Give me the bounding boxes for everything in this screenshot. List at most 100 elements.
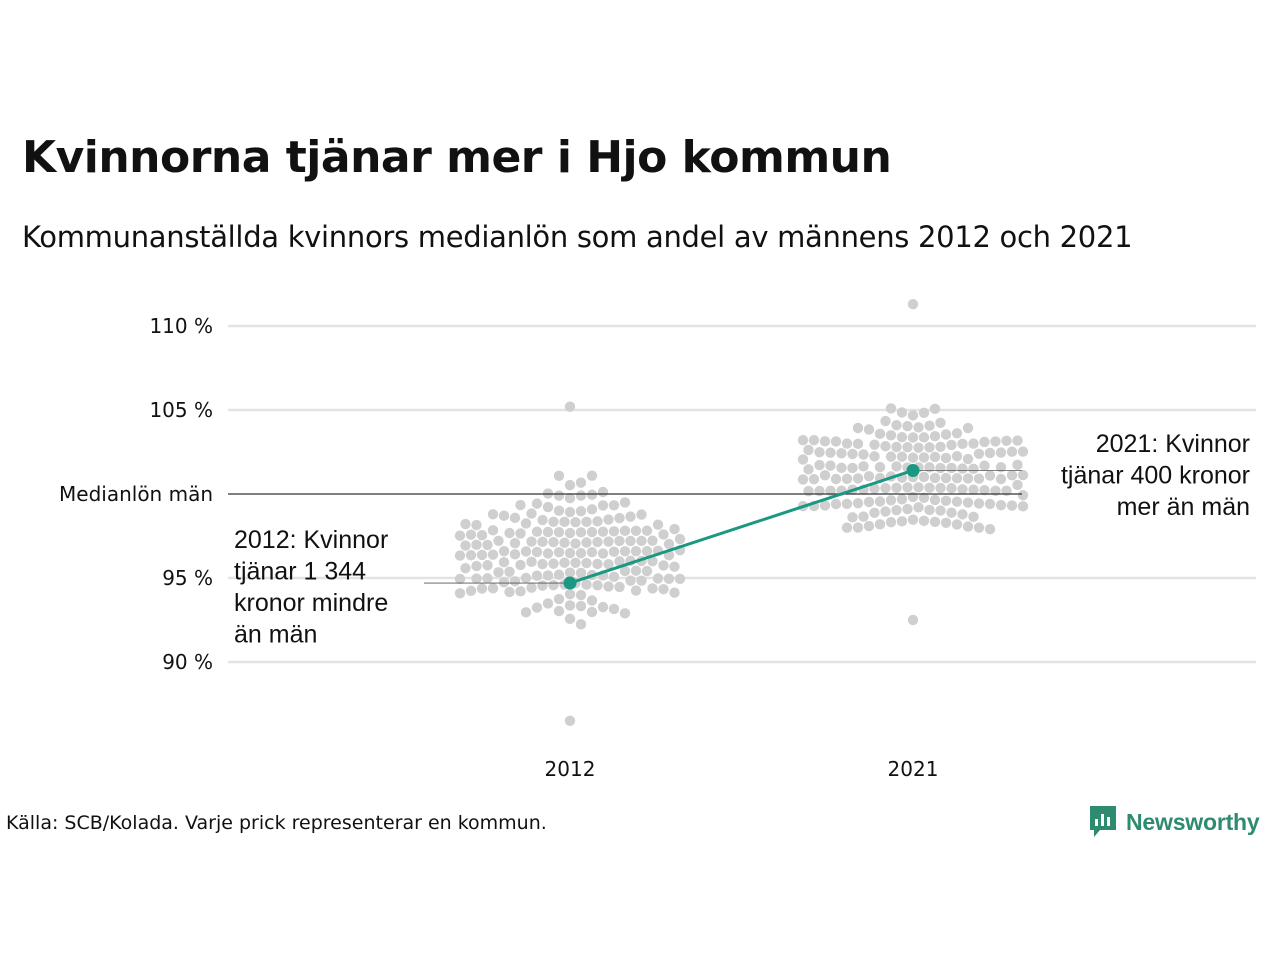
municipality-dot (515, 499, 526, 511)
municipality-dot (962, 497, 974, 508)
municipality-dot (814, 459, 825, 471)
municipality-dot (520, 546, 532, 557)
municipality-dot (570, 516, 581, 528)
municipality-dot (907, 491, 919, 503)
municipality-dot (814, 446, 825, 458)
municipality-dot (1017, 469, 1029, 481)
municipality-dot (526, 508, 537, 519)
municipality-dot (929, 516, 941, 528)
municipality-dot (575, 548, 587, 559)
municipality-dot (498, 546, 510, 557)
municipality-dot (603, 536, 614, 547)
municipality-dot (819, 470, 831, 481)
grid-layer (228, 324, 1256, 664)
municipality-dot (907, 514, 919, 525)
municipality-dot (526, 556, 537, 568)
municipality-dot (454, 530, 466, 541)
municipality-dot (553, 470, 565, 482)
municipality-dot (597, 486, 609, 498)
municipality-dot (803, 464, 814, 475)
municipality-dot (597, 526, 609, 537)
y-tick-label: 90 % (162, 650, 213, 674)
municipality-dot (929, 451, 941, 463)
municipality-dot (880, 415, 891, 427)
municipality-dot (803, 485, 814, 497)
municipality-dot (957, 509, 968, 520)
municipality-dot (586, 504, 598, 515)
municipality-dot (825, 460, 836, 471)
municipality-dot (487, 509, 499, 520)
municipality-dot (487, 549, 499, 560)
municipality-dot (918, 515, 930, 527)
municipality-dot (1006, 470, 1018, 481)
municipality-dot (869, 439, 880, 450)
municipality-dot (1012, 435, 1023, 446)
municipality-dot (918, 407, 930, 418)
annotation-2012: tjänar 1 344 (234, 558, 366, 586)
municipality-dot (946, 462, 957, 474)
municipality-dot (1006, 500, 1018, 511)
municipality-dot (504, 586, 515, 598)
municipality-dot (880, 506, 891, 517)
municipality-dot (564, 506, 576, 518)
municipality-dot (553, 605, 565, 617)
municipality-dot (973, 498, 985, 509)
municipality-dot (847, 448, 858, 460)
municipality-dot (619, 546, 631, 557)
municipality-dot (929, 494, 941, 506)
municipality-dot (885, 451, 897, 462)
municipality-dot (586, 546, 598, 558)
municipality-dot (531, 570, 543, 581)
reference-line-label: Medianlön män (59, 482, 213, 506)
municipality-dot (935, 462, 946, 474)
municipality-dot (548, 516, 559, 527)
municipality-dot (891, 482, 902, 494)
municipality-dot (581, 557, 592, 569)
municipality-dot (907, 452, 919, 463)
municipality-dot (896, 516, 908, 527)
annotation-2021: tjänar 400 kronor (1061, 462, 1250, 490)
municipality-dot (830, 436, 842, 447)
municipality-dot (1006, 446, 1018, 457)
municipality-dot (581, 537, 592, 548)
municipality-dot (509, 538, 521, 549)
municipality-dot (575, 600, 587, 612)
municipality-dot (630, 565, 642, 576)
municipality-dot (471, 539, 482, 551)
municipality-dot (575, 527, 587, 538)
municipality-dot (968, 438, 979, 449)
municipality-dot (564, 715, 576, 726)
municipality-dot (553, 505, 565, 516)
annotation-2021: 2021: Kvinnor (1096, 430, 1250, 458)
municipality-dot (1017, 501, 1029, 512)
municipality-dot (564, 401, 576, 412)
municipality-dot (465, 550, 477, 561)
municipality-dot (984, 470, 996, 481)
municipality-dot (847, 462, 858, 474)
municipality-dot (614, 581, 625, 593)
highlight-series-line (569, 469, 914, 585)
municipality-dot (465, 585, 477, 596)
municipality-dot (962, 473, 974, 484)
municipality-dot (482, 539, 493, 551)
municipality-dot (869, 483, 880, 494)
newsworthy-logo[interactable]: Newsworthy (1088, 804, 1260, 840)
municipality-dot (951, 428, 963, 439)
municipality-dot (641, 565, 653, 577)
municipality-dot (647, 583, 658, 594)
municipality-dot (619, 565, 631, 577)
municipality-dot (929, 431, 941, 442)
municipality-dot (471, 560, 482, 572)
municipality-dot (907, 432, 919, 443)
municipality-dot (841, 522, 853, 533)
municipality-dot (940, 429, 952, 440)
municipality-dot (619, 497, 631, 508)
municipality-dot (564, 600, 576, 611)
municipality-dot (636, 509, 647, 520)
municipality-dot (537, 558, 548, 570)
municipality-dot (603, 581, 614, 592)
municipality-dot (520, 518, 532, 529)
municipality-dot (935, 505, 946, 516)
municipality-dot (542, 548, 554, 559)
municipality-dot (487, 583, 499, 594)
